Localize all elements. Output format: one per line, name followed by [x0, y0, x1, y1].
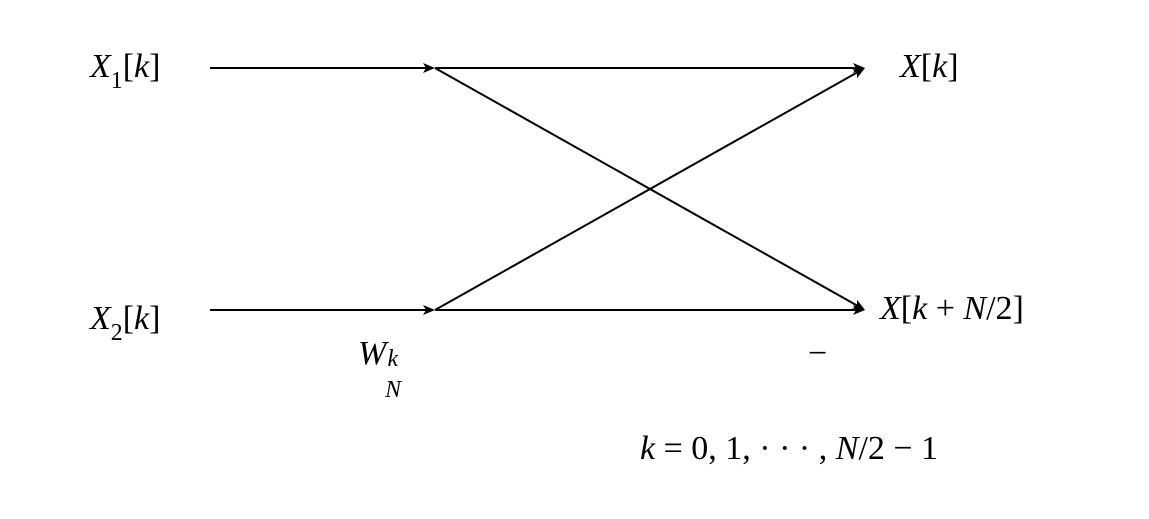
label-output-top: X[k] — [900, 48, 959, 86]
diagram-arrows — [0, 0, 1149, 519]
label-minus: − — [808, 335, 827, 373]
label-twiddle: W k N — [358, 335, 417, 373]
label-output-bottom: X[k + N/2] — [880, 290, 1024, 328]
label-input-bottom: X2[k] — [90, 300, 160, 344]
label-index-range: k = 0, 1, · · · , N/2 − 1 — [640, 430, 938, 468]
label-input-top: X1[k] — [90, 48, 160, 92]
butterfly-diagram: X1[k] X2[k] X[k] X[k + N/2] W k N − k = … — [0, 0, 1149, 519]
